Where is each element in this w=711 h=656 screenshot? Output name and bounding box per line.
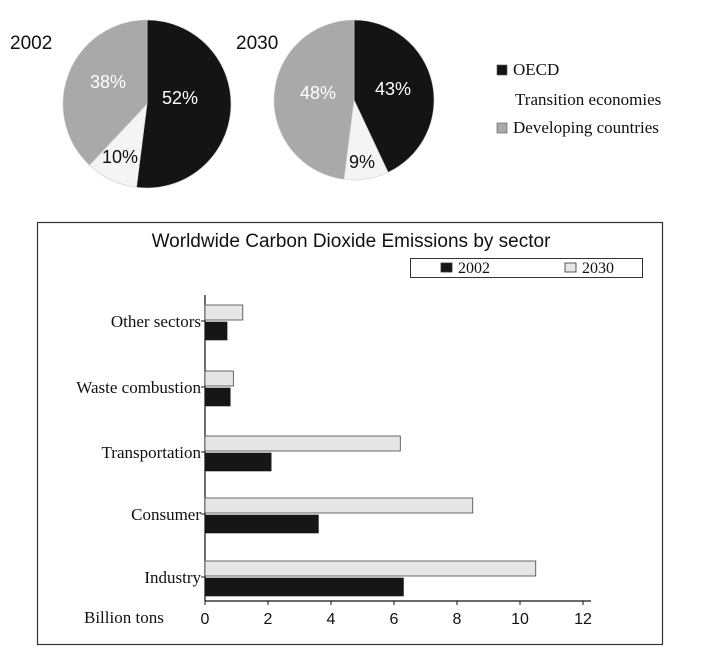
x-tick-label-8: 8 xyxy=(453,611,462,628)
pie-legend-label-oecd: OECD xyxy=(513,60,559,79)
pie-label-transition-1: 9% xyxy=(349,152,375,172)
bar-2002-transportation xyxy=(204,452,272,472)
bar-chart-title: Worldwide Carbon Dioxide Emissions by se… xyxy=(152,231,551,252)
pie-label-developing-0: 38% xyxy=(90,72,126,92)
pie-label-oecd-0: 52% xyxy=(162,88,198,108)
category-label-industry: Industry xyxy=(144,568,201,587)
bar-2002-industry xyxy=(204,577,404,597)
bar-legend-label-2030: 2030 xyxy=(582,260,614,277)
pie-legend-swatch-developing xyxy=(496,122,508,134)
bar-legend-box xyxy=(410,258,643,278)
bar-2030-transportation xyxy=(204,435,401,452)
category-label-transportation: Transportation xyxy=(102,443,202,462)
bar-2002-waste-combustion xyxy=(204,387,231,407)
sector-bar-chart: Worldwide Carbon Dioxide Emissions by se… xyxy=(36,221,664,646)
pie-slice-developing-1 xyxy=(273,19,355,180)
bar-legend-swatch-2002 xyxy=(440,262,453,273)
x-tick-label-4: 4 xyxy=(327,611,336,628)
category-label-other-sectors: Other sectors xyxy=(111,312,201,331)
pie-slice-oecd-0 xyxy=(136,19,232,189)
x-axis-label: Billion tons xyxy=(84,608,164,627)
category-label-consumer: Consumer xyxy=(131,505,201,524)
pie-slice-developing-0 xyxy=(62,19,148,166)
pie-legend-swatch-oecd xyxy=(496,64,508,76)
bar-2030-other-sectors xyxy=(204,304,244,321)
x-tick-label-10: 10 xyxy=(511,611,529,628)
pie-legend-label-transition: Transition economies xyxy=(515,90,661,109)
pie-charts-area: 2002 52% 10% 38% 2030 43% 9% 48% OECD Transition … xyxy=(10,19,661,189)
bar-2030-waste-combustion xyxy=(204,370,234,387)
pie-legend-label-developing: Developing countries xyxy=(513,118,659,137)
bar-2030-consumer xyxy=(204,497,474,514)
pie-slice-oecd-1 xyxy=(353,19,435,173)
bar-legend-swatch-2030 xyxy=(564,262,577,273)
x-tick-label-12: 12 xyxy=(574,611,592,628)
x-tick-label-2: 2 xyxy=(264,611,273,628)
pie-legend-swatch-transition xyxy=(497,95,507,105)
pie-title-1: 2030 xyxy=(236,33,278,54)
bar-2030-industry xyxy=(204,560,537,577)
category-label-waste-combustion: Waste combustion xyxy=(76,378,201,397)
bar-2002-consumer xyxy=(204,514,319,534)
bar-2002-other-sectors xyxy=(204,321,228,341)
bar-legend-label-2002: 2002 xyxy=(458,260,490,277)
x-tick-label-0: 0 xyxy=(201,611,210,628)
pie-title-0: 2002 xyxy=(10,33,52,54)
x-tick-label-6: 6 xyxy=(390,611,399,628)
pie-label-developing-1: 48% xyxy=(300,83,336,103)
pie-label-oecd-1: 43% xyxy=(375,79,411,99)
pie-label-transition-0: 10% xyxy=(102,147,138,167)
